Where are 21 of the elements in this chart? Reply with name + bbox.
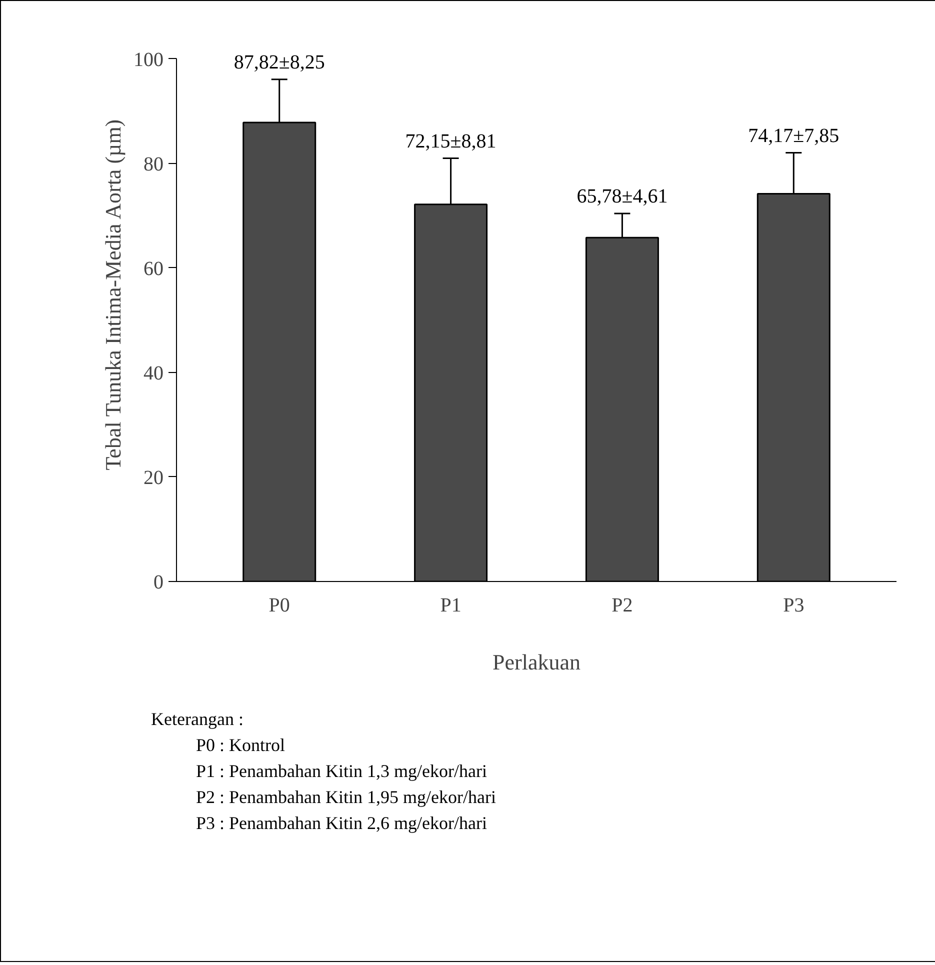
- y-tick-label: 40: [144, 362, 164, 384]
- x-axis-title: Perlakuan: [492, 650, 580, 674]
- text: P2 : Penambahan Kitin 1,95 mg/ekor/hari: [196, 786, 496, 809]
- text: Keterangan :: [151, 708, 244, 731]
- x-tick-label: P1: [440, 594, 462, 616]
- data-label: 87,82±8,25: [234, 51, 325, 74]
- text: P1 : Penambahan Kitin 1,3 mg/ekor/hari: [196, 760, 488, 783]
- data-label: 72,15±8,81: [405, 130, 496, 152]
- data-label: 65,78±4,61: [576, 186, 668, 208]
- data-label: 74,17±7,85: [748, 124, 840, 147]
- x-tick-label: P3: [783, 594, 804, 616]
- x-tick-label: P2: [612, 594, 633, 616]
- text: P0 : Kontrol: [196, 734, 286, 757]
- y-axis-title: Tebal Tunuka Intima-Media Aorta (µm): [100, 119, 126, 470]
- y-tick-label: 0: [154, 572, 164, 594]
- y-tick-label: 20: [144, 466, 164, 489]
- text: P3 : Penambahan Kitin 2,6 mg/ekor/hari: [196, 812, 488, 835]
- y-tick-label: 80: [144, 153, 164, 176]
- y-tick-label: 100: [134, 48, 164, 71]
- x-tick-label: P0: [268, 594, 290, 616]
- y-tick-label: 60: [144, 258, 164, 280]
